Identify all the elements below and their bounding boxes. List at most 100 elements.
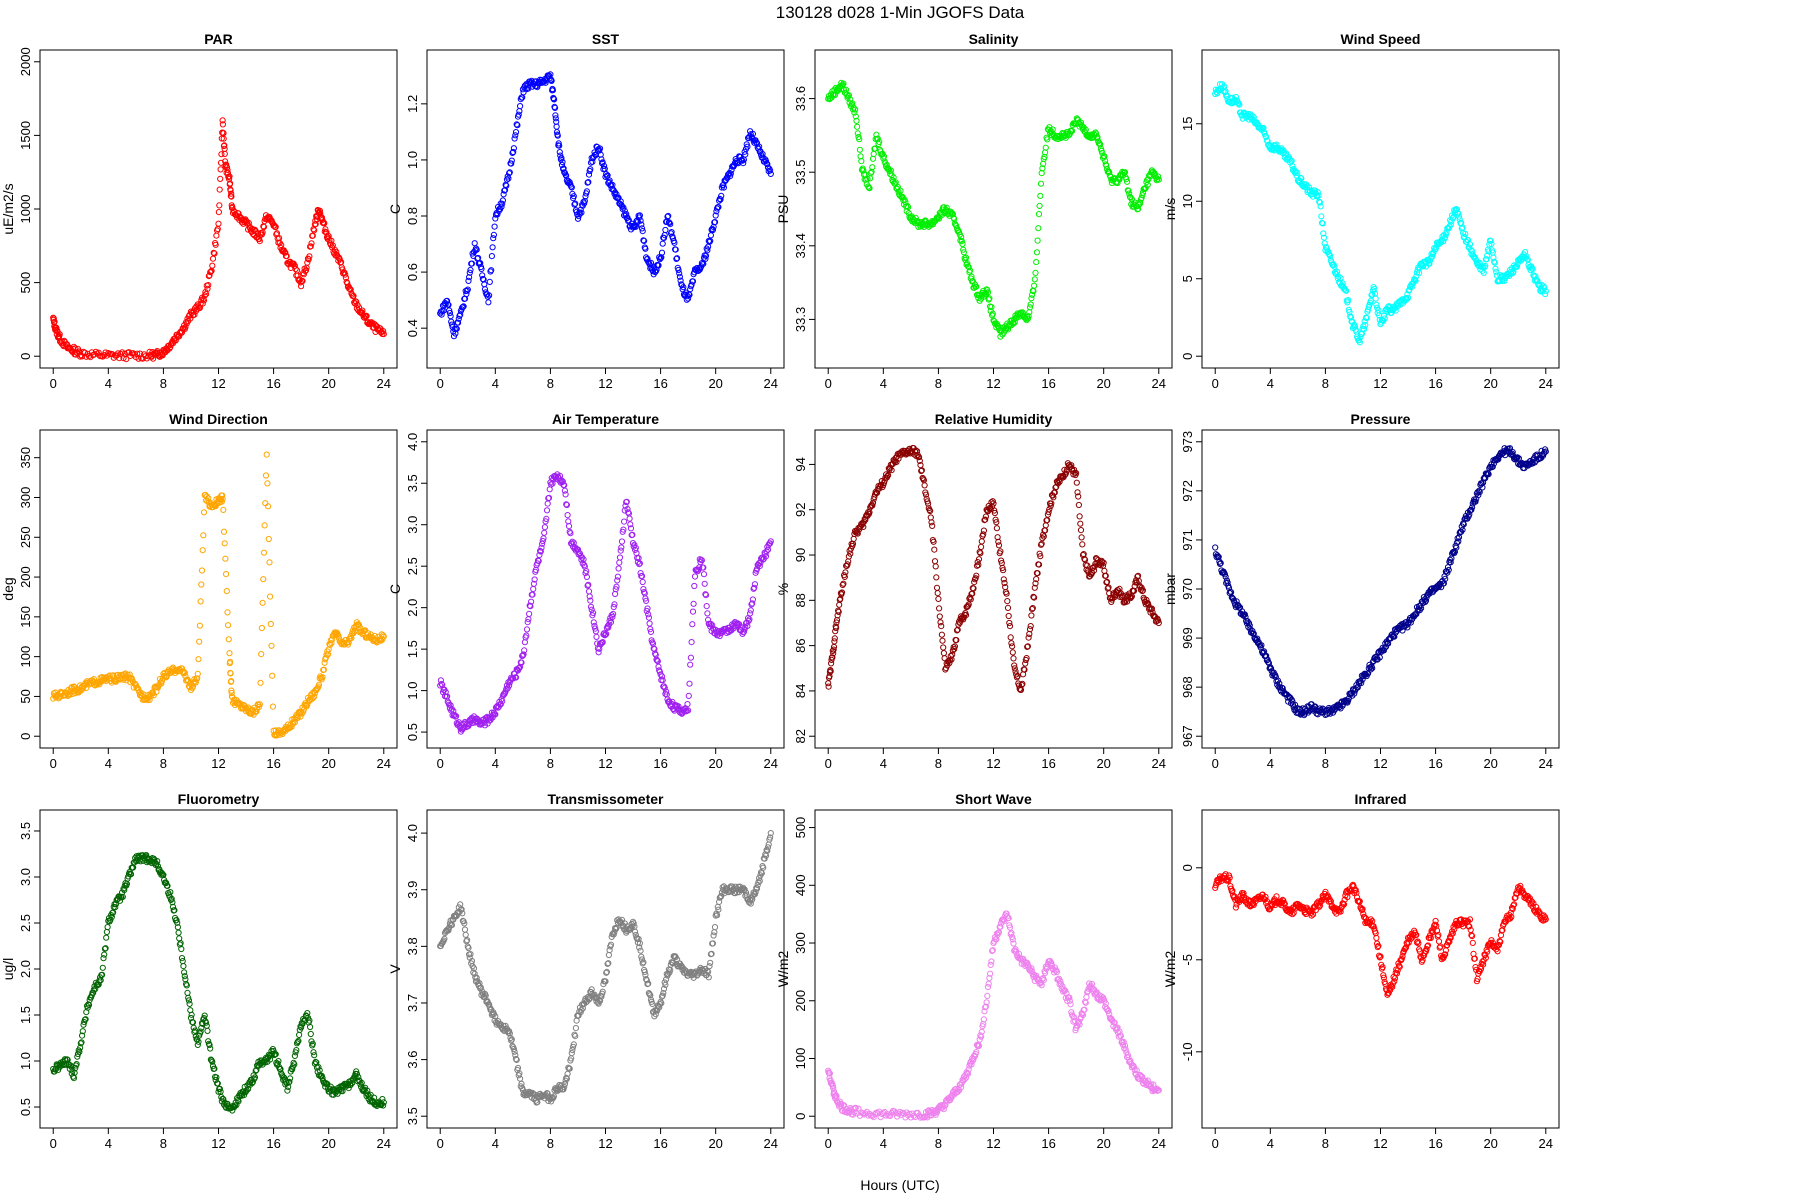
data-point (492, 704, 500, 711)
data-point (1491, 259, 1498, 266)
data-point (565, 523, 573, 530)
y-tick-label: 972 (1180, 480, 1195, 502)
data-point (1221, 89, 1229, 96)
data-point (1367, 297, 1375, 304)
plot-frame (1201, 429, 1560, 749)
data-point (1035, 225, 1042, 232)
data-point (1442, 231, 1450, 238)
data-point (259, 599, 266, 606)
y-tick-label: 0.8 (405, 207, 420, 225)
data-point (380, 331, 387, 338)
data-point (637, 217, 644, 224)
data-point (639, 578, 646, 586)
data-point (350, 292, 357, 300)
data-point (642, 245, 649, 252)
data-point (104, 924, 111, 931)
x-tick-label: 8 (935, 756, 942, 771)
data-point (1137, 200, 1144, 207)
data-point (1317, 203, 1324, 210)
data-point (660, 234, 668, 241)
panel-title: PAR (204, 31, 233, 47)
data-point (866, 185, 873, 192)
data-point (209, 255, 217, 262)
x-tick-label: 12 (1373, 376, 1387, 391)
y-tick-label: 3.9 (405, 881, 420, 899)
data-point (936, 613, 943, 620)
data-point (1318, 213, 1325, 220)
data-point (198, 567, 206, 574)
data-point (556, 149, 563, 156)
data-point (1319, 220, 1326, 227)
x-tick-label: 20 (708, 1136, 722, 1151)
data-point (299, 277, 306, 285)
data-point (1492, 265, 1499, 272)
x-tick-label: 20 (1483, 376, 1497, 391)
data-point (707, 237, 714, 245)
plot-frame (39, 429, 398, 749)
data-point (958, 233, 965, 241)
plot-frame (814, 429, 1173, 749)
data-point (598, 156, 605, 163)
data-point (686, 680, 693, 687)
data-point (715, 204, 722, 211)
data-point (477, 260, 484, 267)
data-point (506, 169, 513, 176)
data-point (465, 277, 472, 284)
data-point (485, 299, 492, 306)
data-point (1011, 319, 1018, 326)
data-point (618, 544, 625, 551)
data-point (1316, 199, 1324, 206)
data-point (473, 246, 480, 253)
data-point (864, 175, 871, 183)
data-point (554, 132, 561, 139)
data-point (763, 160, 770, 167)
data-point (228, 193, 235, 200)
y-axis-label: V (387, 964, 403, 974)
x-tick-label: 0 (825, 756, 832, 771)
x-tick-label: 20 (1096, 756, 1110, 771)
data-point (846, 99, 853, 106)
data-point (267, 593, 274, 600)
data-point (292, 265, 299, 273)
data-point (1493, 268, 1500, 275)
x-tick-label: 0 (437, 756, 444, 771)
data-point (101, 951, 108, 958)
data-point (646, 620, 653, 627)
data-point (655, 262, 662, 269)
data-point (840, 80, 847, 87)
data-point (282, 249, 289, 256)
data-point (549, 480, 556, 487)
data-point (228, 689, 235, 697)
data-point (325, 233, 332, 240)
data-point (184, 989, 191, 997)
panel-title: Wind Speed (1341, 31, 1421, 47)
data-point (544, 500, 551, 507)
data-point (596, 145, 604, 152)
data-point (539, 537, 546, 545)
data-point (676, 273, 684, 280)
data-point (448, 706, 455, 713)
data-point (199, 547, 206, 554)
data-point (228, 190, 235, 197)
data-point (298, 283, 305, 290)
data-point (306, 253, 313, 260)
data-point (1031, 282, 1038, 289)
data-point (1327, 252, 1334, 260)
data-point (224, 166, 231, 173)
data-point (620, 204, 627, 211)
data-point (506, 170, 513, 177)
data-point (302, 268, 309, 275)
data-point (105, 350, 112, 357)
data-point (377, 636, 384, 643)
data-point (1010, 655, 1017, 662)
data-point (217, 175, 224, 182)
data-point (132, 681, 139, 689)
data-point (559, 158, 566, 166)
data-point (521, 647, 528, 654)
y-tick-label: 3.5 (405, 474, 420, 492)
data-point (551, 96, 558, 103)
data-point (706, 238, 713, 245)
y-tick-label: 2.0 (18, 960, 33, 978)
